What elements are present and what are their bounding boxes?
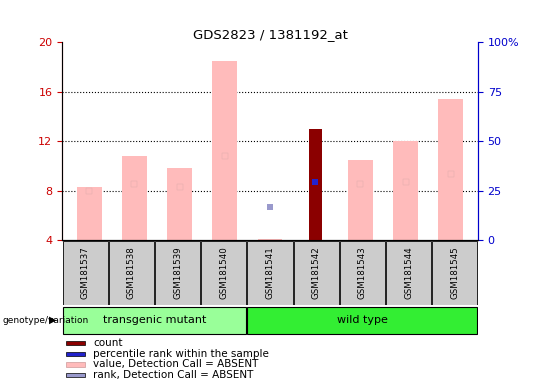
Bar: [66, 362, 85, 367]
Text: GSM181540: GSM181540: [219, 246, 228, 299]
Bar: [340, 241, 385, 305]
Bar: [432, 241, 477, 305]
Text: count: count: [93, 338, 123, 348]
Text: GSM181541: GSM181541: [266, 246, 274, 299]
Text: rank, Detection Call = ABSENT: rank, Detection Call = ABSENT: [93, 370, 254, 380]
Bar: [247, 241, 293, 305]
Bar: [155, 241, 200, 305]
Bar: [258, 239, 282, 240]
Bar: [309, 129, 321, 240]
Bar: [77, 187, 102, 240]
Text: GSM181544: GSM181544: [404, 246, 413, 299]
Text: GSM181538: GSM181538: [127, 246, 136, 299]
Bar: [167, 168, 192, 240]
Text: percentile rank within the sample: percentile rank within the sample: [93, 349, 269, 359]
Text: ▶: ▶: [49, 315, 57, 325]
Text: GSM181545: GSM181545: [450, 246, 460, 299]
Bar: [122, 156, 147, 240]
Text: value, Detection Call = ABSENT: value, Detection Call = ABSENT: [93, 359, 259, 369]
Text: GSM181537: GSM181537: [80, 246, 90, 299]
Bar: [63, 241, 108, 305]
Text: genotype/variation: genotype/variation: [3, 316, 89, 324]
Bar: [66, 341, 85, 346]
Bar: [247, 307, 477, 334]
Bar: [63, 307, 246, 334]
Text: wild type: wild type: [337, 315, 388, 325]
Bar: [386, 241, 431, 305]
Text: GSM181543: GSM181543: [358, 246, 367, 299]
Bar: [348, 160, 373, 240]
Bar: [212, 61, 237, 240]
Text: transgenic mutant: transgenic mutant: [103, 315, 206, 325]
Bar: [66, 373, 85, 377]
Text: GSM181542: GSM181542: [312, 246, 321, 299]
Title: GDS2823 / 1381192_at: GDS2823 / 1381192_at: [193, 28, 347, 41]
Bar: [294, 241, 339, 305]
Bar: [438, 99, 463, 240]
Bar: [201, 241, 246, 305]
Text: GSM181539: GSM181539: [173, 246, 182, 299]
Bar: [109, 241, 154, 305]
Bar: [66, 352, 85, 356]
Bar: [393, 141, 418, 240]
